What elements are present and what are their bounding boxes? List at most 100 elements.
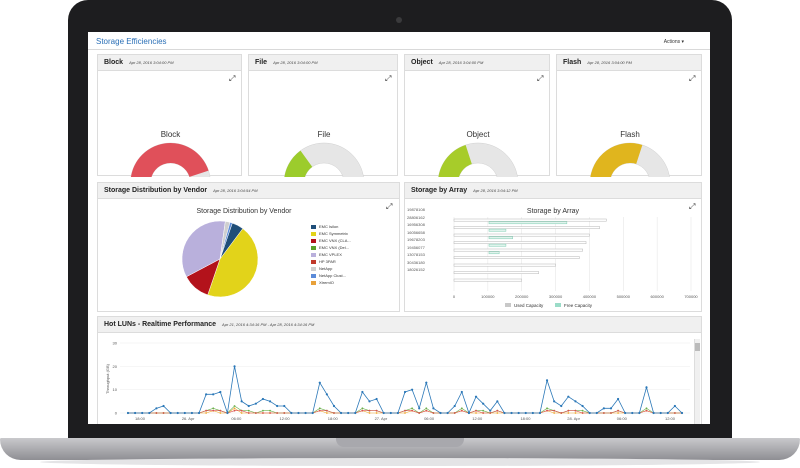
x-tick-label: 600000 xyxy=(650,294,664,299)
series-point xyxy=(290,411,293,415)
series-point xyxy=(411,388,414,391)
expand-icon[interactable]: ⤢ xyxy=(689,74,696,83)
series-point xyxy=(361,409,364,412)
legend-item[interactable]: NetApp xyxy=(311,265,351,272)
series-point xyxy=(645,409,648,412)
legend-label: XtremIO xyxy=(319,280,334,285)
legend-item[interactable]: EMC VNX (CLA... xyxy=(311,237,351,244)
hotluns-line-chart: Throughput (GB) 0 10 20 30 18:00 26. Apr 06:0… xyxy=(105,341,690,421)
series-point xyxy=(368,412,371,414)
legend-swatch xyxy=(311,273,316,278)
chart-title: Storage Distribution by Vendor xyxy=(197,208,293,215)
legend-item[interactable]: EMC Symmetrix xyxy=(311,230,351,237)
series-point xyxy=(205,409,208,412)
legend-swatch xyxy=(311,259,316,264)
series-point xyxy=(616,397,620,401)
legend-item[interactable]: XtremIO xyxy=(311,279,351,286)
series-point xyxy=(254,412,257,414)
y-tick-label: 19678203 xyxy=(407,237,425,242)
series-point xyxy=(602,412,605,414)
legend-item[interactable]: HP 3PAR xyxy=(311,258,351,265)
legend-swatch xyxy=(311,280,316,285)
gauge-value-arc xyxy=(131,143,209,177)
series-point xyxy=(304,411,307,415)
series-point xyxy=(489,409,492,412)
y-tick-label: 0 xyxy=(115,411,118,416)
legend-item[interactable]: NetApp Clust... xyxy=(311,272,351,279)
x-tick-label: 28. Apr xyxy=(567,416,580,421)
series-point xyxy=(617,412,619,414)
legend-item[interactable]: EMC VPLEX xyxy=(311,251,351,258)
legend-label: EMC VNX (Del... xyxy=(319,245,350,250)
object-panel: Object Apr 28, 2016 3:04:00 PM ⤢ Object40… xyxy=(404,54,550,177)
scrollbar[interactable] xyxy=(694,339,700,424)
y-tick-label: 20 xyxy=(113,364,118,369)
series-point xyxy=(545,379,549,382)
x-tick-label: 100000 xyxy=(481,294,495,299)
series-point xyxy=(574,400,577,403)
series-point xyxy=(652,411,655,415)
gauge-label: Object xyxy=(466,130,490,139)
series-point xyxy=(347,411,350,415)
series-point xyxy=(375,409,378,412)
series-point xyxy=(283,404,286,408)
series-point xyxy=(212,407,215,410)
series-point xyxy=(482,402,485,405)
series-point xyxy=(496,412,499,414)
series-point xyxy=(148,411,151,415)
legend-swatch xyxy=(311,266,316,271)
y-tick-label: 30 xyxy=(113,341,118,346)
series-point xyxy=(673,412,676,414)
series-point xyxy=(126,411,130,415)
series-point xyxy=(212,409,215,412)
top-bar: Storage Efficiencies Actions ▾ xyxy=(88,32,710,50)
expand-icon[interactable]: ⤢ xyxy=(229,74,236,83)
dashboard-screen: Storage Efficiencies Actions ▾ Block Apr … xyxy=(88,32,710,424)
series-point xyxy=(318,407,321,410)
y-tick-label: 16956308 xyxy=(407,222,425,227)
legend-swatch-free xyxy=(555,303,561,307)
bar-used xyxy=(453,226,600,229)
expand-icon[interactable]: ⤢ xyxy=(386,202,393,211)
series-point xyxy=(460,390,463,394)
series-point xyxy=(645,407,648,410)
bar-free xyxy=(488,251,500,255)
series-point xyxy=(212,393,215,396)
pie-slice xyxy=(181,220,226,278)
webcam xyxy=(396,17,402,23)
series-point xyxy=(240,412,243,414)
scrollbar-thumb[interactable] xyxy=(695,343,700,351)
expand-icon[interactable]: ⤢ xyxy=(537,74,544,83)
expand-icon[interactable]: ⤢ xyxy=(385,74,392,83)
legend-item[interactable]: EMC VNX (Del... xyxy=(311,244,351,251)
gauge-value-arc xyxy=(590,143,643,177)
x-tick-label: 27. Apr xyxy=(375,416,388,421)
series-point xyxy=(610,412,612,414)
series-point xyxy=(467,411,471,415)
series-point xyxy=(247,409,250,412)
file-panel: File Apr 28, 2016 3:04:00 PM ⤢ File300100 xyxy=(248,54,398,177)
series-point xyxy=(254,402,257,405)
panel-date: Apr 28, 2016 3:04:54 PM xyxy=(213,188,258,193)
actions-menu-button[interactable]: Actions ▾ xyxy=(663,39,684,45)
series-point xyxy=(325,409,328,412)
legend-swatch xyxy=(311,252,316,257)
y-tick-label: 16056658 xyxy=(407,229,425,235)
series-point xyxy=(233,409,236,412)
vendor-legend: EMC Isilon EMC Symmetrix EMC VNX (CLA...… xyxy=(311,223,351,286)
series-point xyxy=(553,400,556,403)
expand-icon[interactable]: ⤢ xyxy=(689,202,696,211)
legend-swatch xyxy=(311,238,316,243)
series-point xyxy=(588,411,591,415)
legend-item[interactable]: EMC Isilon xyxy=(311,223,351,230)
legend-label: EMC Symmetrix xyxy=(319,231,348,236)
series-point xyxy=(134,411,137,415)
series-point xyxy=(389,411,392,415)
y-axis-label: Throughput (GB) xyxy=(105,363,110,394)
x-tick-label: 12:00 xyxy=(280,416,291,421)
series-point xyxy=(226,411,229,415)
series-point xyxy=(318,409,321,412)
series-point xyxy=(510,411,513,415)
bar-used xyxy=(453,271,539,274)
